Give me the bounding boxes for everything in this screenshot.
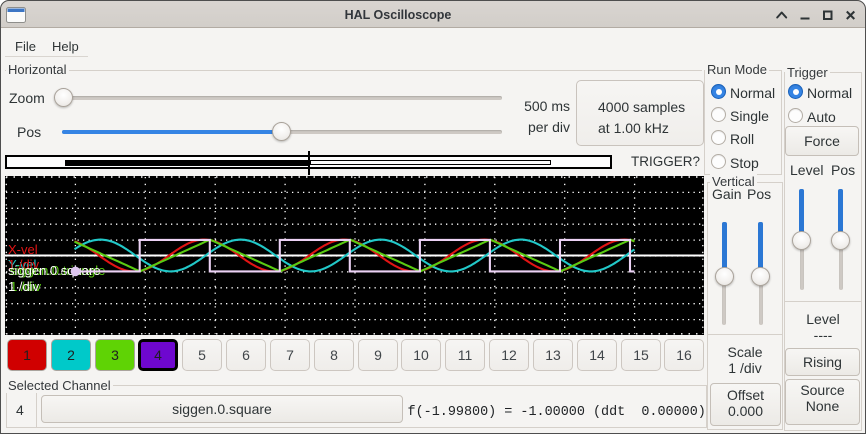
- svg-text:1 /div: 1 /div: [10, 279, 42, 294]
- svg-text:1 /div: 1 /div: [8, 279, 40, 294]
- svg-text:siggen.0.triangle: siggen.0.triangle: [10, 263, 105, 278]
- svg-text:X-vel: X-vel: [8, 242, 38, 257]
- svg-text:Y-vel: Y-vel: [8, 257, 37, 272]
- svg-text:1 /div: 1 /div: [8, 257, 40, 272]
